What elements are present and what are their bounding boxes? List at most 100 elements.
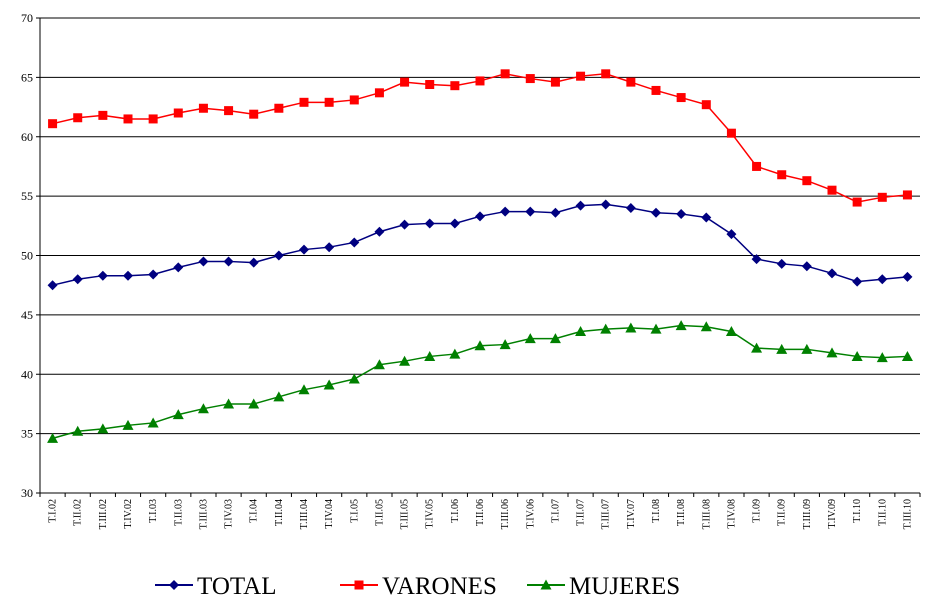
marker	[298, 384, 310, 395]
marker	[601, 69, 611, 79]
x-tick-label: T.III.05	[400, 499, 411, 529]
marker	[424, 350, 436, 361]
marker	[852, 276, 863, 287]
marker	[249, 109, 259, 119]
marker	[122, 419, 134, 430]
legend-label: TOTAL	[197, 573, 276, 600]
marker	[500, 206, 511, 217]
y-tick-label: 30	[21, 486, 33, 500]
marker	[324, 242, 335, 253]
marker	[374, 88, 384, 98]
x-tick-label: T.IV.08	[726, 499, 737, 529]
marker	[173, 108, 183, 118]
marker	[198, 103, 208, 113]
marker	[474, 340, 486, 351]
marker	[273, 250, 284, 261]
x-tick-label: T.IV.06	[525, 499, 536, 529]
marker	[123, 270, 133, 281]
marker	[424, 218, 435, 229]
marker	[349, 95, 359, 105]
x-tick-label: T.I.02	[48, 499, 59, 523]
x-tick-label: T.II.05	[374, 499, 385, 526]
marker	[575, 326, 587, 336]
y-tick-label: 65	[21, 70, 33, 84]
marker	[72, 425, 84, 436]
marker	[851, 350, 863, 361]
marker	[524, 333, 536, 344]
marker	[147, 417, 159, 428]
marker	[827, 268, 837, 279]
marker	[475, 76, 485, 86]
marker	[650, 323, 662, 334]
x-tick-label: T.II.03	[173, 499, 184, 526]
x-tick-label: T.I.07	[550, 499, 561, 523]
marker	[47, 280, 58, 291]
y-tick-label: 40	[21, 367, 33, 381]
marker	[902, 190, 912, 200]
marker	[373, 359, 385, 370]
marker	[73, 113, 83, 123]
marker	[47, 432, 59, 443]
x-tick-label: T.III.09	[802, 499, 813, 529]
marker	[700, 321, 712, 332]
x-tick-label: T.III.02	[98, 499, 109, 529]
marker	[550, 77, 560, 87]
marker	[274, 103, 284, 113]
marker	[449, 218, 460, 229]
marker	[97, 270, 108, 281]
marker	[223, 398, 235, 409]
marker	[223, 256, 234, 267]
x-tick-label: T.II.08	[676, 499, 687, 526]
x-tick-label: T.III.07	[601, 499, 612, 529]
marker	[726, 229, 737, 240]
marker	[499, 339, 511, 350]
marker	[751, 342, 763, 353]
marker	[299, 244, 309, 255]
x-tick-label: T.III.04	[299, 499, 310, 529]
marker	[349, 237, 360, 248]
marker	[651, 207, 661, 218]
marker	[449, 348, 461, 359]
marker	[525, 74, 535, 84]
marker	[801, 343, 813, 354]
x-tick-label: T.II.10	[877, 499, 888, 526]
x-tick-label: T.I.04	[249, 499, 260, 523]
marker	[801, 261, 812, 272]
marker	[877, 192, 887, 202]
x-tick-label: T.IV.05	[425, 499, 436, 529]
marker	[626, 77, 636, 87]
marker	[826, 347, 838, 358]
x-tick-label: T.II.02	[73, 499, 84, 526]
marker	[224, 106, 234, 116]
marker	[752, 161, 762, 171]
marker	[324, 97, 334, 107]
marker	[72, 274, 83, 285]
x-tick-label: T.IV.04	[324, 499, 335, 529]
marker	[676, 208, 687, 219]
x-tick-label: T.II.04	[274, 499, 285, 526]
marker	[173, 262, 184, 273]
marker	[354, 580, 364, 590]
x-tick-label: T.I.03	[148, 499, 159, 523]
marker	[726, 128, 736, 138]
marker	[169, 580, 179, 590]
x-tick-label: T.III.03	[198, 499, 209, 529]
marker	[600, 323, 612, 334]
x-tick-label: T.I.06	[450, 499, 461, 523]
x-tick-label: T.IV.03	[224, 499, 235, 529]
x-tick-label: T.I.05	[349, 499, 360, 523]
marker	[777, 170, 787, 180]
marker	[827, 185, 837, 195]
x-tick-label: T.III.06	[500, 499, 511, 529]
y-tick-label: 70	[21, 11, 33, 25]
marker	[399, 219, 410, 230]
marker	[475, 211, 485, 222]
marker	[123, 114, 133, 124]
marker	[148, 114, 158, 124]
marker	[248, 257, 259, 268]
marker	[651, 85, 661, 95]
marker	[323, 379, 335, 390]
marker	[500, 69, 510, 79]
marker	[273, 391, 285, 402]
marker	[248, 398, 260, 409]
